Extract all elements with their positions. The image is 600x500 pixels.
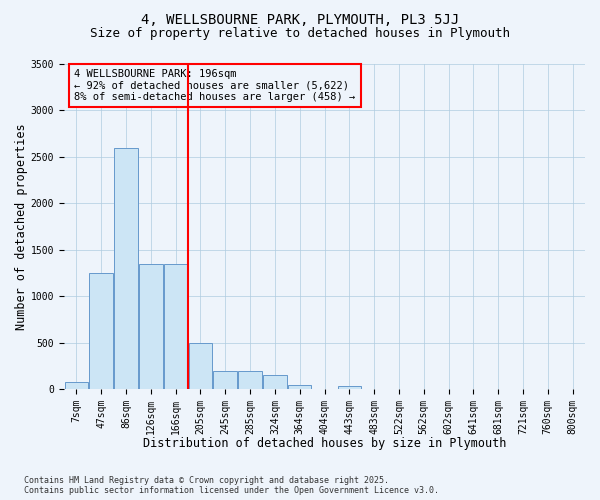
Text: 4 WELLSBOURNE PARK: 196sqm
← 92% of detached houses are smaller (5,622)
8% of se: 4 WELLSBOURNE PARK: 196sqm ← 92% of deta… bbox=[74, 69, 356, 102]
Bar bbox=[214, 370, 237, 389]
Y-axis label: Number of detached properties: Number of detached properties bbox=[15, 124, 28, 330]
Bar bbox=[139, 264, 163, 389]
Bar bbox=[263, 376, 287, 389]
Text: 4, WELLSBOURNE PARK, PLYMOUTH, PL3 5JJ: 4, WELLSBOURNE PARK, PLYMOUTH, PL3 5JJ bbox=[141, 12, 459, 26]
Bar bbox=[288, 384, 311, 389]
Bar bbox=[89, 273, 113, 389]
Bar bbox=[114, 148, 138, 389]
Bar bbox=[338, 386, 361, 389]
Bar bbox=[65, 382, 88, 389]
Bar bbox=[238, 370, 262, 389]
X-axis label: Distribution of detached houses by size in Plymouth: Distribution of detached houses by size … bbox=[143, 437, 506, 450]
Bar bbox=[188, 343, 212, 389]
Text: Contains HM Land Registry data © Crown copyright and database right 2025.
Contai: Contains HM Land Registry data © Crown c… bbox=[24, 476, 439, 495]
Bar bbox=[164, 264, 187, 389]
Text: Size of property relative to detached houses in Plymouth: Size of property relative to detached ho… bbox=[90, 28, 510, 40]
